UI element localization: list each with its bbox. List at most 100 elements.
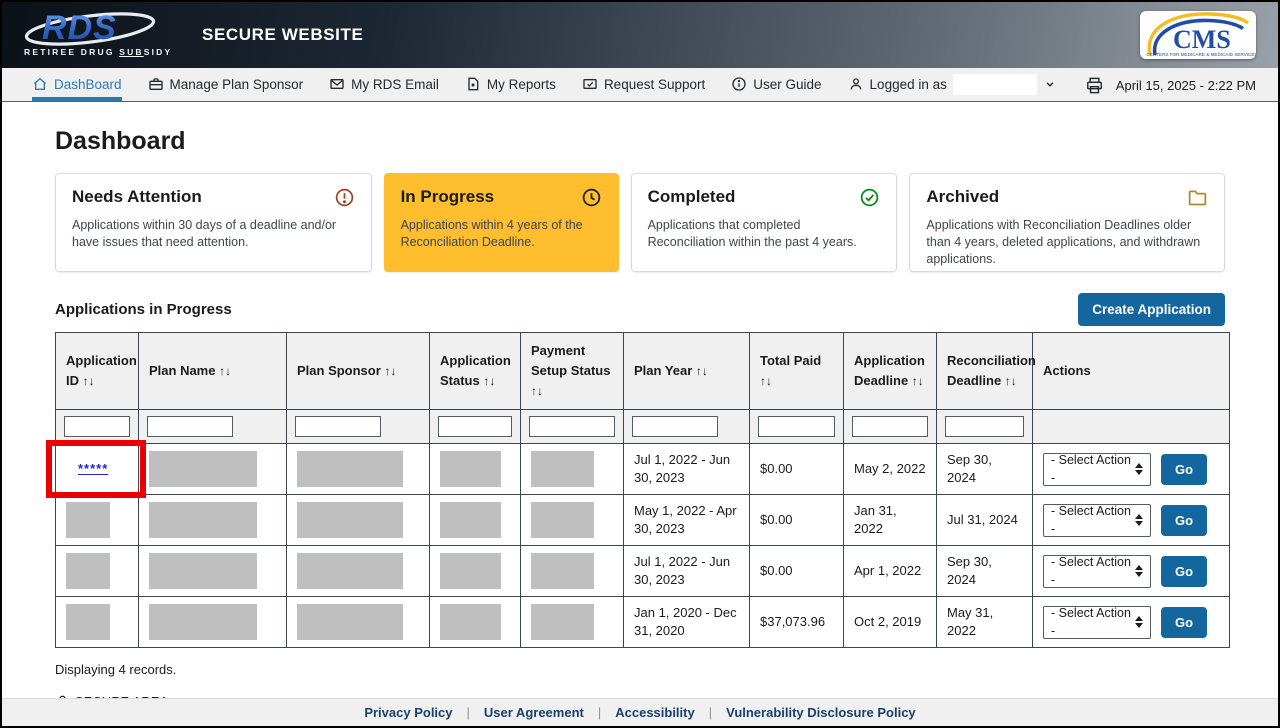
create-application-button[interactable]: Create Application	[1078, 293, 1225, 326]
footer-link-separator: |	[597, 705, 602, 720]
column-header-application-status[interactable]: Application Status ↑↓	[429, 331, 521, 411]
table-row: ***** Jul 1, 2022 - Jun 30, 2023 $0.00 May …	[46, 440, 1230, 499]
column-header-plan-year[interactable]: Plan Year ↑↓	[623, 331, 750, 411]
filter-input-application-deadline[interactable]	[852, 416, 928, 438]
cell-application-status	[429, 443, 521, 496]
filter-cell-plan-name	[138, 409, 287, 445]
column-header-application-deadline[interactable]: Application Deadline ↑↓	[843, 331, 937, 411]
cell-application-id	[55, 494, 139, 547]
footer-link-user-agreement[interactable]: User Agreement	[483, 704, 584, 720]
sort-icon: ↑↓	[695, 364, 708, 379]
action-select-value: - Select Action -	[1051, 606, 1131, 639]
rds-brand-text: RDS	[42, 9, 117, 47]
cell-application-deadline: Jan 31, 2022	[843, 494, 937, 547]
cell-plan-year: Jul 1, 2022 - Jun 30, 2023	[623, 443, 750, 496]
cell-payment-setup-status	[520, 443, 624, 496]
cell-payment-setup-status	[520, 494, 624, 547]
go-button[interactable]: Go	[1161, 504, 1208, 536]
redacted-block	[440, 502, 501, 539]
filter-input-plan-sponsor[interactable]	[295, 416, 381, 438]
filter-cell-plan-year	[623, 409, 750, 445]
go-button[interactable]: Go	[1161, 606, 1208, 638]
cell-plan-sponsor	[286, 596, 430, 649]
nav-item-manage-plan-sponsor[interactable]: Manage Plan Sponsor	[148, 68, 304, 101]
card-description: Applications that completed Reconciliati…	[647, 218, 857, 249]
go-button[interactable]: Go	[1161, 555, 1208, 587]
sort-icon: ↑↓	[483, 374, 496, 389]
go-button[interactable]: Go	[1161, 453, 1208, 485]
column-label: Reconciliation Deadline	[947, 353, 1036, 389]
section-heading: Applications in Progress	[55, 301, 232, 318]
card-completed[interactable]: Completed Applications that completed Rec…	[630, 173, 898, 272]
sort-icon: ↑↓	[384, 364, 397, 379]
cell-actions: - Select Action - Go	[1032, 494, 1230, 547]
filter-cell-payment-setup-status	[520, 409, 624, 445]
action-select[interactable]: - Select Action -	[1043, 503, 1151, 537]
nav-item-dashboard[interactable]: DashBoard	[32, 68, 122, 101]
action-select[interactable]: - Select Action -	[1043, 452, 1151, 486]
card-needs-attention[interactable]: Needs Attention Applications within 30 da…	[55, 173, 372, 272]
card-title: In Progress	[400, 187, 495, 206]
redacted-block	[149, 604, 257, 641]
column-header-plan-name[interactable]: Plan Name ↑↓	[138, 331, 287, 411]
card-in-progress[interactable]: In Progress Applications within 4 years o…	[383, 173, 619, 272]
chevron-down-icon[interactable]	[1043, 77, 1057, 91]
printer-icon[interactable]	[1085, 76, 1104, 95]
nav-item-label: Manage Plan Sponsor	[169, 76, 304, 92]
sort-icon: ↑↓	[82, 374, 95, 389]
action-select[interactable]: - Select Action -	[1043, 554, 1151, 588]
filter-input-plan-name[interactable]	[147, 416, 233, 438]
filter-input-payment-setup-status[interactable]	[529, 416, 615, 438]
nav-item-my-reports[interactable]: My Reports	[465, 68, 556, 101]
column-header-actions: Actions	[1032, 331, 1230, 411]
home-icon	[32, 76, 48, 92]
redacted-block	[440, 604, 501, 641]
redacted-block	[440, 451, 501, 488]
nav-item-label: My Reports	[486, 76, 556, 92]
rds-tagline-pre: RETIREE DRUG	[24, 47, 120, 57]
application-id-link[interactable]: *****	[78, 461, 109, 476]
select-spinner-icon	[1135, 565, 1143, 578]
redacted-block	[531, 553, 594, 590]
redacted-block	[149, 553, 257, 590]
column-label: Actions	[1043, 363, 1091, 379]
nav-item-logged-in-as[interactable]: Logged in as	[848, 68, 1057, 101]
cell-application-status	[429, 545, 521, 598]
svg-text:CMS: CMS	[1173, 25, 1231, 54]
filter-input-reconciliation-deadline[interactable]	[945, 416, 1024, 438]
cell-plan-sponsor	[286, 443, 430, 496]
filter-input-application-id[interactable]	[64, 416, 130, 438]
filter-input-plan-year[interactable]	[632, 416, 718, 438]
footer-link-privacy-policy[interactable]: Privacy Policy	[364, 704, 453, 720]
filter-input-total-paid[interactable]	[758, 416, 835, 438]
column-header-application-id[interactable]: Application ID ↑↓	[55, 331, 139, 411]
card-title: Needs Attention	[72, 187, 202, 206]
column-header-total-paid[interactable]: Total Paid ↑↓	[749, 331, 844, 411]
footer-link-vulnerability-disclosure-policy[interactable]: Vulnerability Disclosure Policy	[726, 704, 916, 720]
column-label: Payment Setup Status	[531, 343, 611, 379]
info-icon	[731, 76, 747, 92]
column-header-payment-setup-status[interactable]: Payment Setup Status ↑↓	[520, 331, 624, 411]
redacted-block	[297, 451, 403, 488]
logged-in-user-redacted[interactable]	[952, 73, 1037, 95]
nav-item-label: DashBoard	[54, 76, 122, 92]
cell-actions: - Select Action - Go	[1032, 443, 1230, 496]
redacted-block	[531, 604, 594, 641]
filter-input-application-status[interactable]	[438, 416, 512, 438]
nav-item-request-support[interactable]: Request Support	[582, 68, 705, 101]
datetime: April 15, 2025 - 2:22 PM	[1115, 78, 1256, 93]
footer-link-accessibility[interactable]: Accessibility	[615, 704, 695, 720]
column-header-reconciliation-deadline[interactable]: Reconciliation Deadline ↑↓	[936, 331, 1036, 411]
secure-area: SECURE AREA	[55, 694, 1225, 698]
secure-area-label: SECURE AREA	[75, 695, 168, 698]
nav-item-user-guide[interactable]: User Guide	[731, 68, 822, 101]
card-archived[interactable]: Archived Applications with Reconciliation…	[909, 173, 1225, 272]
clock-icon	[581, 187, 602, 208]
nav-item-my-rds-email[interactable]: My RDS Email	[329, 68, 439, 101]
action-select[interactable]: - Select Action -	[1043, 605, 1151, 639]
cell-reconciliation-deadline: Jul 31, 2024	[936, 494, 1033, 547]
card-description: Applications within 4 years of the Recon…	[400, 218, 583, 249]
footer: Privacy Policy | User Agreement | Accessibil…	[2, 698, 1278, 726]
column-header-plan-sponsor[interactable]: Plan Sponsor ↑↓	[286, 331, 430, 411]
action-select-value: - Select Action -	[1051, 453, 1131, 486]
